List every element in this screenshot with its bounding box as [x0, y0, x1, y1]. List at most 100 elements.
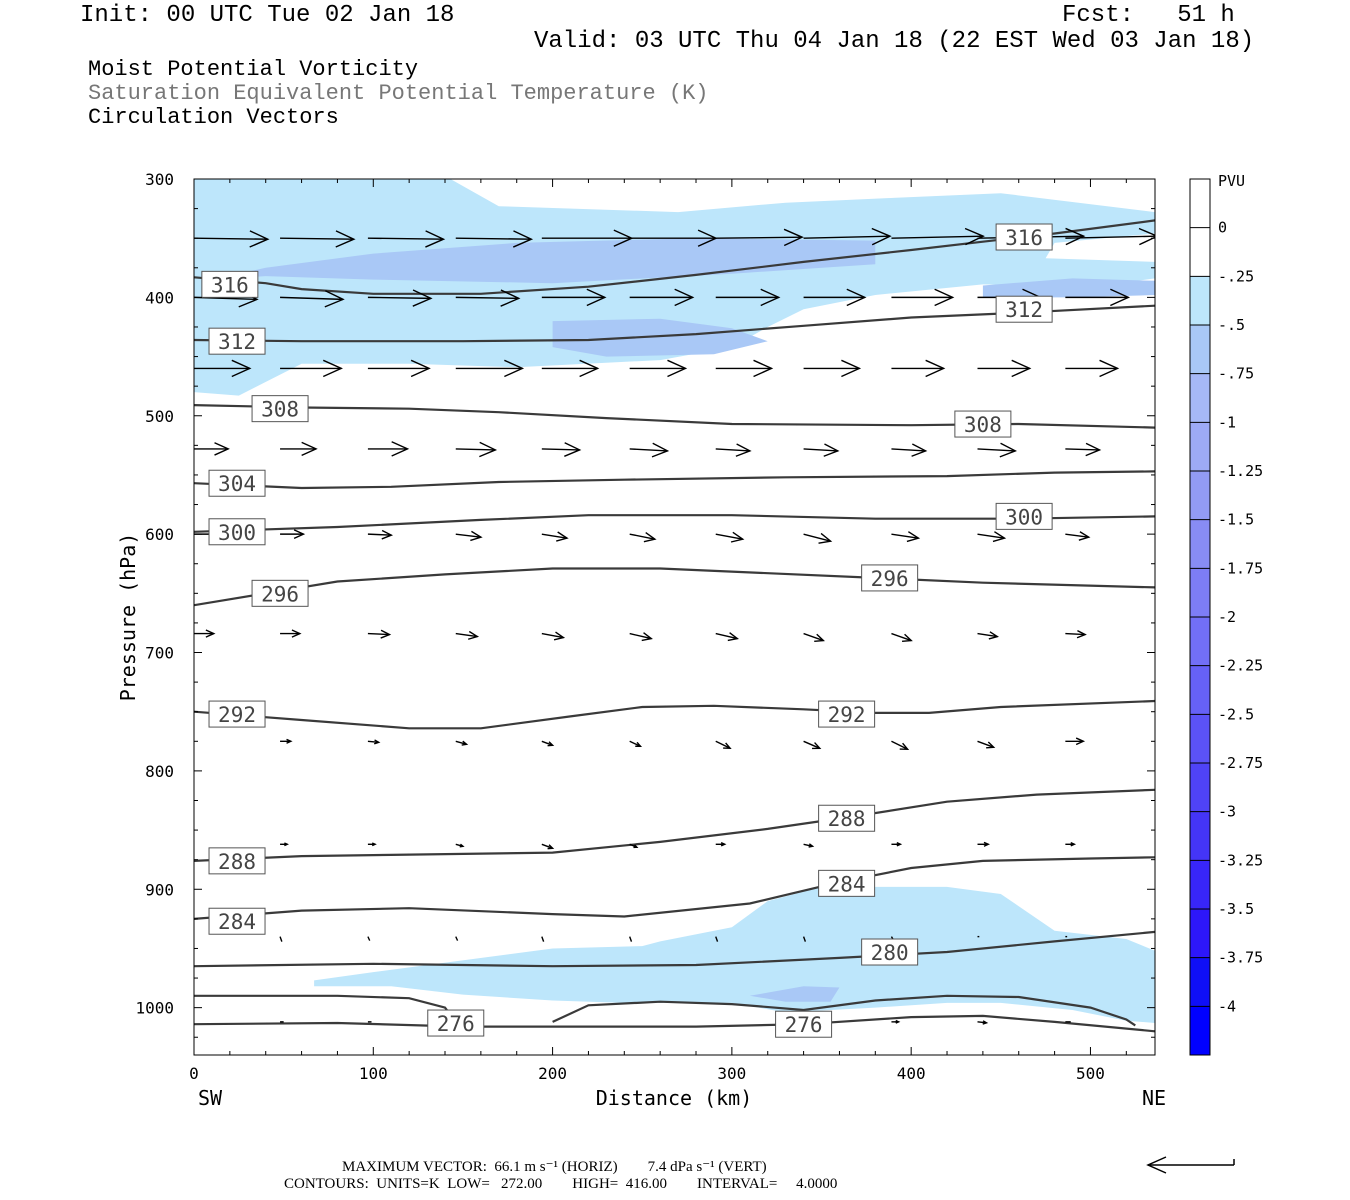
- circulation-vector: [367, 740, 379, 743]
- vector-arrowhead: [982, 1020, 989, 1025]
- circulation-vector: [280, 237, 354, 240]
- contour-label: 308: [261, 398, 299, 422]
- contour-label: 316: [1005, 226, 1043, 250]
- y-tick-label: 600: [145, 525, 174, 544]
- y-tick-label: 300: [145, 170, 174, 189]
- vector-arrowhead: [564, 442, 582, 457]
- contour-label-box: [995, 223, 1053, 251]
- circulation-vector: [629, 448, 668, 452]
- circulation-vector: [802, 936, 807, 942]
- colorbar-swatch: [1190, 909, 1210, 959]
- contour-label: 312: [218, 330, 256, 354]
- colorbar-level-label: -3: [1218, 803, 1236, 821]
- pv-shade-region-1: [211, 238, 876, 284]
- contour-label: 284: [218, 910, 256, 934]
- vector-arrowhead: [1076, 629, 1087, 639]
- circulation-vector: [455, 632, 478, 638]
- x-tick-label: 200: [538, 1064, 567, 1083]
- circulation-vector: [367, 237, 444, 240]
- vector-arrowhead: [999, 442, 1018, 458]
- vector-arrowhead: [412, 289, 433, 307]
- colorbar-swatch: [1190, 665, 1210, 715]
- circulation-vector: [541, 740, 553, 746]
- pv-shade-region-2: [552, 318, 768, 357]
- colorbar-swatch: [1190, 763, 1210, 813]
- contour-label: 312: [1005, 298, 1043, 322]
- circulation-vector: [541, 936, 545, 942]
- contour-label: 304: [218, 472, 256, 496]
- circulation-vector: [715, 236, 803, 239]
- vector-arrowhead: [373, 739, 381, 745]
- vector-arrowhead: [1078, 531, 1091, 541]
- vector-arrowhead: [812, 742, 822, 750]
- theta-contour-312: [194, 304, 1155, 343]
- contour-label: 288: [828, 807, 866, 831]
- vector-arrowhead: [899, 742, 910, 751]
- circulation-vector: [977, 740, 994, 748]
- vector-arrowhead: [231, 359, 252, 378]
- colorbar-swatch: [1190, 568, 1210, 618]
- vector-arrowhead: [504, 359, 525, 378]
- vector-arrowhead: [479, 441, 498, 458]
- contour-label-box: [208, 469, 266, 497]
- colorbar-level-label: -1: [1218, 413, 1236, 431]
- contour-label-box: [861, 938, 919, 966]
- vector-arrowhead: [986, 741, 996, 749]
- theta-contour-304: [194, 470, 1155, 490]
- y-tick-label: 800: [145, 762, 174, 781]
- contour-label: 296: [871, 567, 909, 591]
- circulation-vector: [541, 448, 580, 451]
- circulation-vector: [715, 533, 743, 540]
- vector-arrowhead: [633, 844, 639, 849]
- circulation-vector: [891, 533, 919, 539]
- vector-arrowhead: [380, 629, 392, 639]
- vector-arrowhead: [291, 629, 302, 638]
- vector-arrowhead: [205, 629, 216, 638]
- circulation-vector: [715, 632, 738, 640]
- contour-label-box: [818, 869, 876, 897]
- contour-label-box: [775, 1010, 833, 1038]
- vector-arrowhead: [818, 532, 833, 544]
- vector-arrowhead: [846, 288, 867, 307]
- circulation-vector: [367, 632, 390, 636]
- theta-contour-296: [194, 567, 1155, 607]
- vector-arrowhead: [286, 738, 293, 744]
- legend-pv: Moist Potential Vorticity: [88, 57, 419, 82]
- contour-label: 280: [871, 941, 909, 965]
- vector-arrowhead: [1011, 359, 1032, 378]
- circulation-vector: [194, 237, 268, 240]
- colorbar-level-label: -3.25: [1218, 851, 1263, 869]
- contour-label: 276: [437, 1012, 475, 1036]
- x-tick-label: 100: [359, 1064, 388, 1083]
- vector-arrowhead: [871, 227, 892, 246]
- theta-contour-280: [194, 930, 1155, 968]
- colorbar-level-label: -2.75: [1218, 754, 1263, 772]
- colorbar-level-label: -3.75: [1218, 949, 1263, 967]
- vector-arrowhead: [641, 632, 653, 642]
- circulation-vector: [455, 448, 496, 451]
- contour-label-box: [954, 410, 1012, 438]
- contour-label-box: [208, 907, 266, 935]
- colorbar-unit: PVU: [1218, 172, 1245, 190]
- vector-arrowhead: [730, 531, 745, 543]
- circulation-vector: [715, 740, 731, 749]
- contour-label-box: [995, 295, 1053, 323]
- contour-label: 284: [828, 872, 866, 896]
- contour-label-box: [208, 518, 266, 546]
- y-tick-label: 500: [145, 407, 174, 426]
- contour-label: 296: [261, 582, 299, 606]
- circulation-vector: [541, 632, 564, 639]
- theta-contour-284: [194, 856, 1155, 920]
- circulation-vector: [977, 448, 1016, 452]
- colorbar-swatch: [1190, 179, 1210, 229]
- endpoint-ne: NE: [1142, 1086, 1166, 1110]
- plot-frame: [193, 178, 1156, 1056]
- colorbar-swatch: [1190, 811, 1210, 861]
- theta-contour-276: [194, 1014, 1155, 1033]
- vector-arrowhead: [1099, 359, 1120, 378]
- contour-label: 308: [964, 413, 1002, 437]
- circulation-vector: [891, 632, 912, 642]
- circulation-vector: [891, 448, 926, 452]
- contour-label-layer: 316 316 312 312 308 308 304 300 300 296 296 292 292 2…: [201, 223, 1053, 1038]
